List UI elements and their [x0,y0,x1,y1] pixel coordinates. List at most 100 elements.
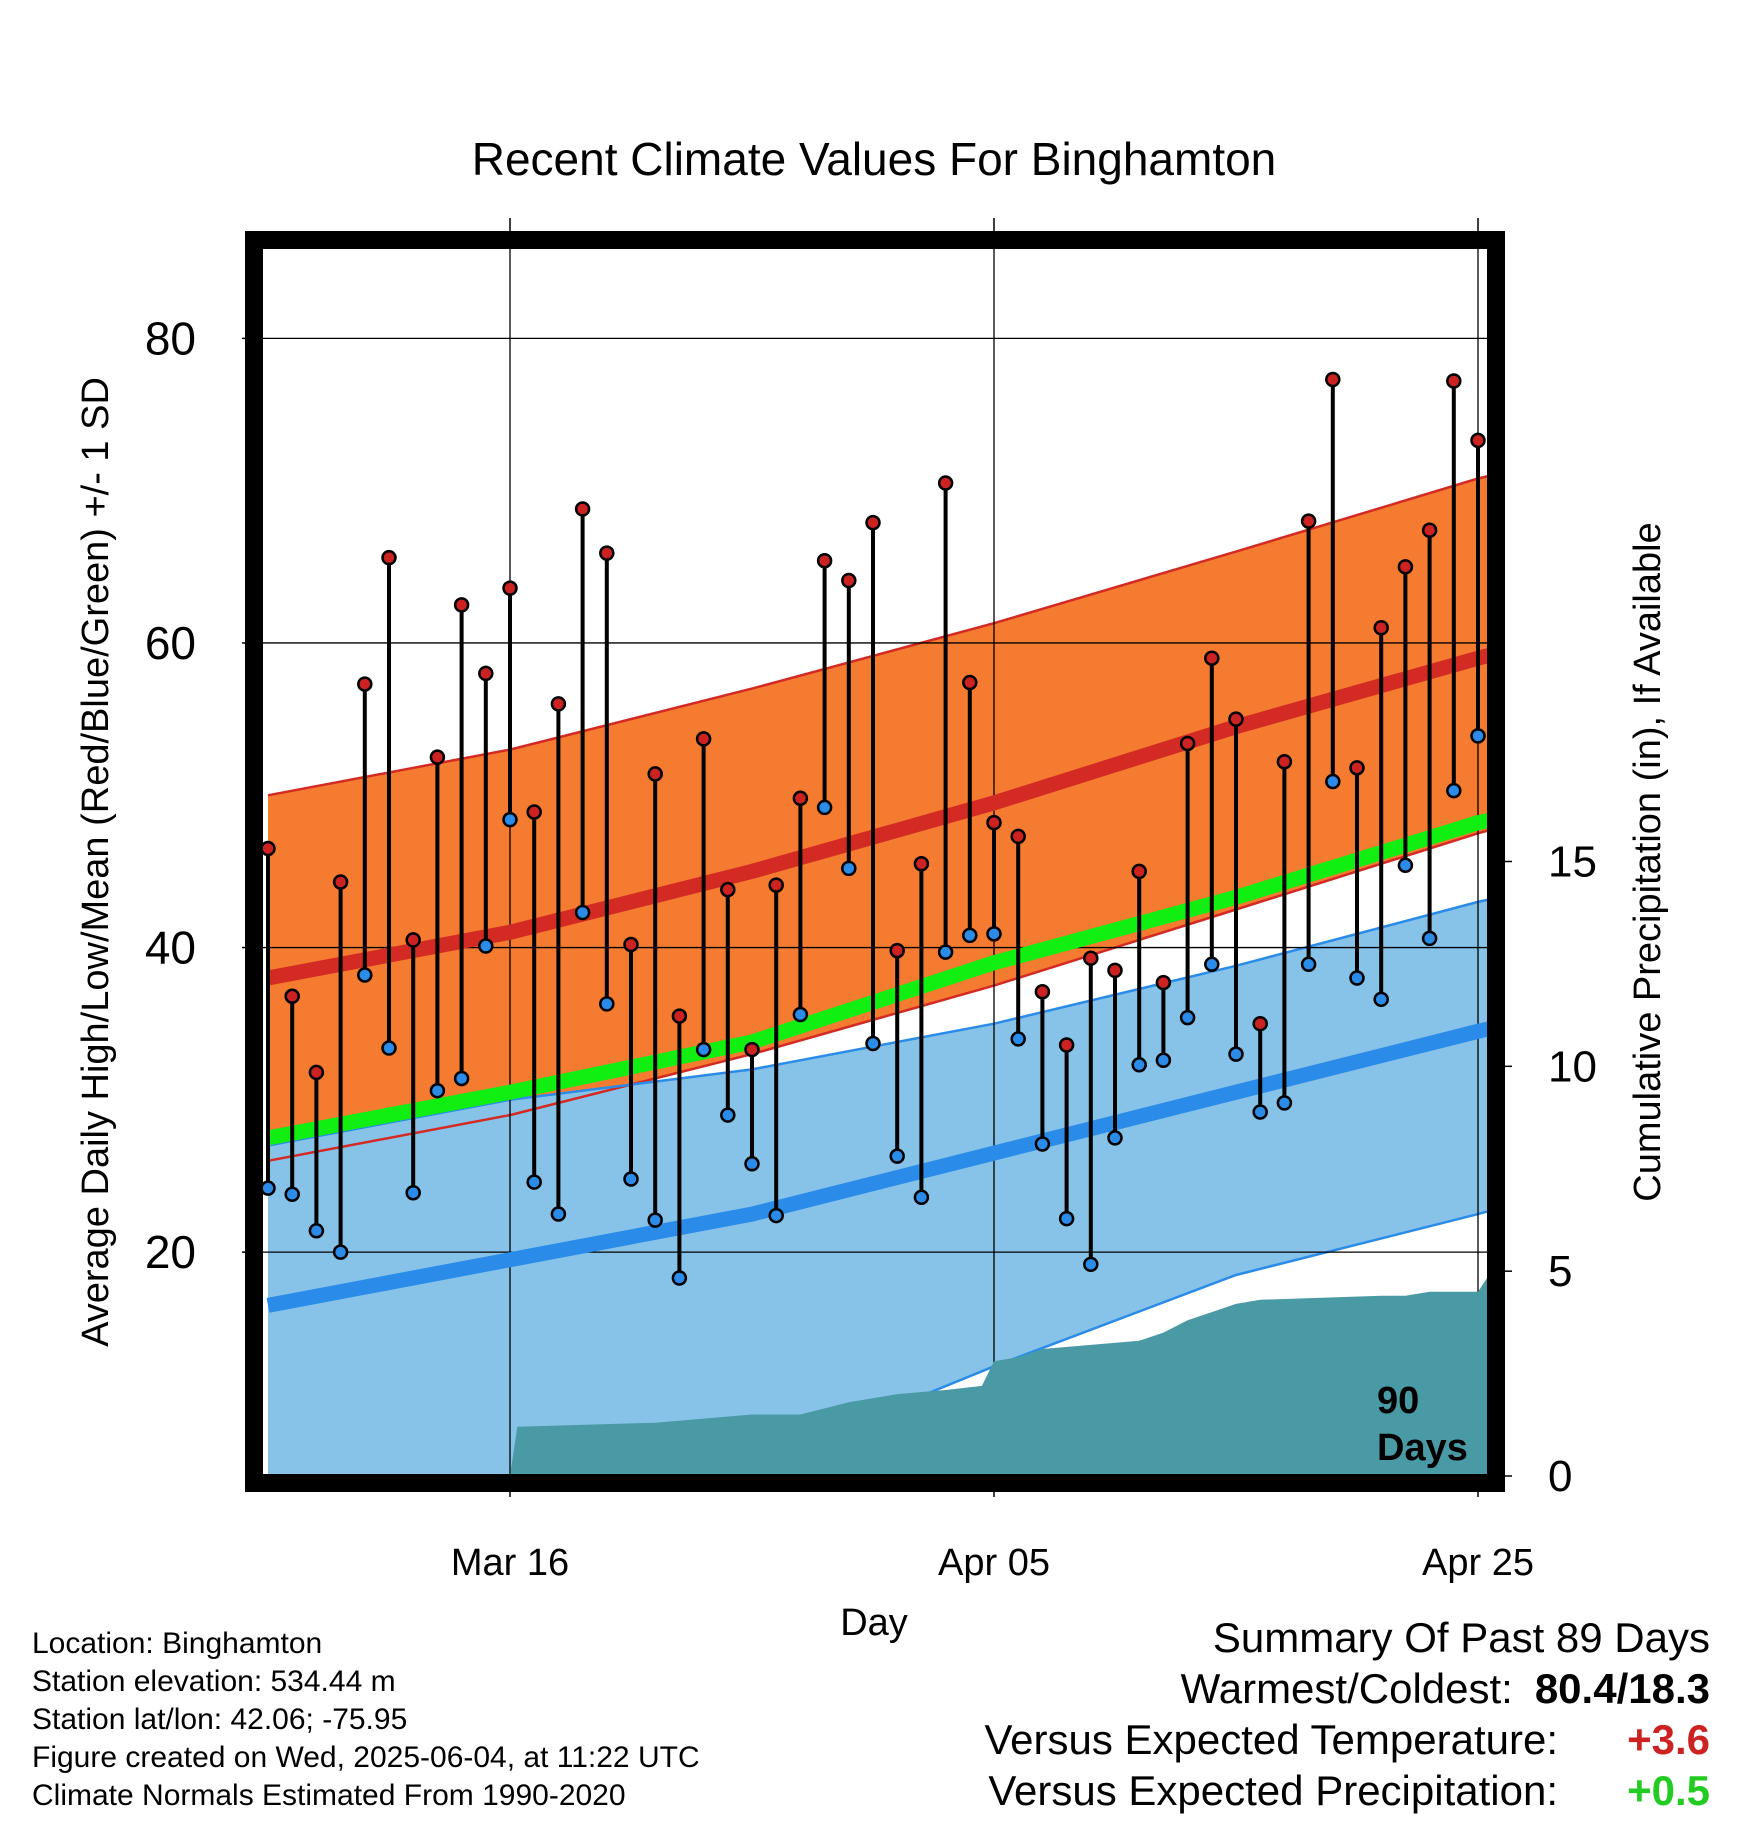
high-point [841,572,857,589]
high-point [623,936,639,953]
high-point [937,475,954,491]
plot-area [262,247,1748,1476]
low-point [381,1040,397,1056]
high-point [1179,735,1196,752]
high-point [262,840,276,857]
y2-tick-label: 0 [1548,1452,1572,1501]
precip-value: +0.5 [1627,1767,1710,1814]
low-point [1568,713,1581,726]
high-point [1349,760,1365,776]
high-point [574,501,591,517]
y-tick-label: 80 [145,312,196,364]
normal-mean-line [266,812,1488,1146]
high-sd-band [268,476,1488,1161]
high-point [792,790,809,807]
low-point [1714,716,1727,729]
low-point [478,938,494,954]
high-point [1544,499,1557,512]
high-point [357,676,373,692]
x-tick-label: Apr 05 [938,1542,1050,1584]
high-point [1083,950,1099,966]
y-tick-label: 60 [145,617,196,669]
station-location: Location: Binghamton [32,1627,323,1660]
low-point [1058,1210,1075,1227]
low-point [262,1180,276,1196]
low-point [792,1006,809,1023]
low-point [647,1212,663,1228]
low-point [284,1186,300,1203]
low-point [429,1082,446,1099]
low-point [962,927,978,944]
high-point [1641,455,1654,468]
high-point [816,552,833,569]
low-point [1300,956,1317,973]
low-point [1738,778,1748,791]
low-point [768,1207,784,1224]
today-label-line2: Days [1377,1427,1468,1469]
low-point [841,860,857,877]
low-point [1593,981,1606,994]
high-point [526,804,542,820]
low-point [720,1107,736,1123]
low-point [1179,1009,1196,1026]
high-point [1689,665,1702,678]
summary-warm-cold: Warmest/Coldest: 80.4/18.3 [984,1663,1710,1714]
high-point [1470,432,1486,449]
x-axis-label: Day [840,1602,908,1644]
low-point [1397,857,1414,874]
low-point [332,1244,349,1260]
high-point [1155,974,1172,991]
station-elevation: Station elevation: 534.44 m [32,1665,396,1698]
low-point [357,967,373,983]
high-point [502,580,518,596]
warm-cold-value: 80.4/18.3 [1534,1665,1710,1712]
low-point [526,1174,542,1190]
high-point [429,749,446,765]
y-axis-label: Average Daily High/Low/Mean (Red/Blue/Gr… [75,377,117,1347]
y2-tick-label: 15 [1548,838,1597,887]
low-point [1010,1031,1026,1047]
low-point [865,1035,881,1052]
low-point [550,1206,567,1222]
high-point [671,1008,688,1024]
high-point [478,665,494,682]
precip-label: Versus Expected Precipitation: [988,1767,1558,1814]
low-point [1131,1057,1147,1073]
high-point [695,731,712,747]
high-point [1421,522,1438,539]
high-point [1010,828,1026,845]
high-point [599,545,615,561]
high-point [550,696,567,712]
low-point [1689,758,1702,771]
low-point [671,1270,688,1286]
x-tick-label: Apr 25 [1422,1542,1534,1584]
high-point [332,874,349,890]
climate-normals-note: Climate Normals Estimated From 1990-2020 [32,1779,626,1812]
y2-tick-label: 5 [1548,1247,1572,1296]
high-point [381,549,397,566]
high-point [1568,326,1581,339]
high-point [768,877,784,893]
temp-value: +3.6 [1627,1716,1710,1763]
high-point [1107,962,1123,979]
high-point [284,988,300,1005]
summary-heading: Summary Of Past 89 Days [1212,1614,1710,1661]
high-point [962,674,978,691]
high-point [913,856,930,872]
high-point [865,514,881,531]
high-point [1131,863,1147,880]
low-point [1544,917,1557,930]
low-point [1204,956,1220,973]
high-point [647,766,663,782]
y2-axis-label: Cumulative Precipitation (in), If Availa… [1627,522,1669,1201]
low-point [937,944,954,960]
high-point [1204,650,1220,666]
high-point [1058,1037,1075,1053]
low-point [1325,773,1341,790]
low-point [574,904,591,921]
high-point [720,881,736,898]
high-point [1593,609,1606,622]
high-point [1397,559,1414,575]
high-point [1252,1015,1268,1032]
